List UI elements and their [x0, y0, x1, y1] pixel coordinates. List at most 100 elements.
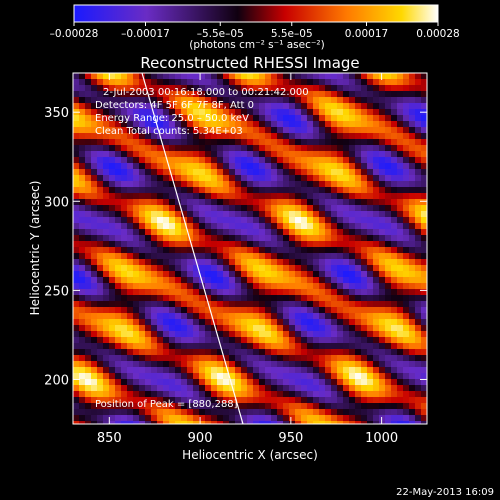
- heatmap-cell: [127, 409, 133, 415]
- heatmap-cell: [319, 367, 325, 373]
- heatmap-cell: [223, 91, 229, 97]
- heatmap-cell: [421, 391, 427, 397]
- heatmap-cell: [331, 169, 337, 175]
- heatmap-cell: [289, 391, 295, 397]
- heatmap-cell: [373, 295, 379, 301]
- heatmap-cell: [367, 379, 373, 385]
- heatmap-cell: [337, 373, 343, 379]
- heatmap-cell: [367, 109, 373, 115]
- heatmap-cell: [145, 343, 151, 349]
- heatmap-cell: [223, 133, 229, 139]
- heatmap-cell: [127, 145, 133, 151]
- heatmap-cell: [283, 109, 289, 115]
- heatmap-cell: [355, 91, 361, 97]
- heatmap-cell: [187, 115, 193, 121]
- heatmap-cell: [145, 403, 151, 409]
- heatmap-cell: [259, 229, 265, 235]
- heatmap-cell: [85, 319, 91, 325]
- heatmap-cell: [391, 79, 397, 85]
- heatmap-cell: [343, 241, 349, 247]
- heatmap-cell: [145, 163, 151, 169]
- heatmap-cell: [403, 247, 409, 253]
- heatmap-cell: [319, 109, 325, 115]
- heatmap-cell: [277, 223, 283, 229]
- heatmap-cell: [235, 145, 241, 151]
- heatmap-cell: [331, 331, 337, 337]
- colorbar-tick-label: 5.5e–05: [271, 28, 313, 40]
- heatmap-cell: [127, 403, 133, 409]
- heatmap-cell: [415, 235, 421, 241]
- heatmap-cell: [211, 361, 217, 367]
- heatmap-cell: [271, 277, 277, 283]
- heatmap-cell: [337, 151, 343, 157]
- heatmap-cell: [295, 193, 301, 199]
- heatmap-cell: [421, 259, 427, 265]
- heatmap-cell: [265, 199, 271, 205]
- heatmap-cell: [295, 355, 301, 361]
- heatmap-cell: [289, 277, 295, 283]
- heatmap-cell: [415, 139, 421, 145]
- heatmap-cell: [205, 319, 211, 325]
- heatmap-cell: [391, 199, 397, 205]
- heatmap-cell: [199, 223, 205, 229]
- heatmap-cell: [127, 415, 133, 421]
- heatmap-cell: [307, 325, 313, 331]
- heatmap-cell: [139, 175, 145, 181]
- heatmap-cell: [163, 325, 169, 331]
- heatmap-cell: [271, 187, 277, 193]
- heatmap-cell: [397, 157, 403, 163]
- heatmap-cell: [403, 379, 409, 385]
- heatmap-cell: [373, 163, 379, 169]
- heatmap-cell: [121, 73, 127, 79]
- heatmap-cell: [415, 391, 421, 397]
- heatmap-cell: [313, 397, 319, 403]
- heatmap-cell: [109, 373, 115, 379]
- heatmap-cell: [343, 391, 349, 397]
- heatmap-cell: [139, 223, 145, 229]
- heatmap-cell: [217, 247, 223, 253]
- heatmap-cell: [361, 295, 367, 301]
- heatmap-cell: [271, 211, 277, 217]
- heatmap-cell: [121, 415, 127, 421]
- heatmap-cell: [391, 259, 397, 265]
- heatmap-cell: [361, 403, 367, 409]
- heatmap-cell: [145, 307, 151, 313]
- heatmap-cell: [109, 325, 115, 331]
- heatmap-cell: [145, 379, 151, 385]
- heatmap-cell: [247, 121, 253, 127]
- chart-title: Reconstructed RHESSI Image: [140, 54, 359, 72]
- heatmap-cell: [217, 385, 223, 391]
- heatmap-cell: [85, 301, 91, 307]
- heatmap-cell: [151, 325, 157, 331]
- heatmap-cell: [361, 91, 367, 97]
- heatmap-cell: [103, 253, 109, 259]
- heatmap-cell: [223, 283, 229, 289]
- heatmap-cell: [175, 247, 181, 253]
- heatmap-cell: [97, 355, 103, 361]
- heatmap-cell: [187, 91, 193, 97]
- heatmap-cell: [115, 325, 121, 331]
- heatmap-cell: [187, 151, 193, 157]
- heatmap-cell: [247, 235, 253, 241]
- heatmap-cell: [349, 259, 355, 265]
- heatmap-cell: [241, 109, 247, 115]
- colorbar-tick-label: 0.00028: [416, 28, 459, 40]
- heatmap-cell: [343, 265, 349, 271]
- heatmap-cell: [241, 85, 247, 91]
- heatmap-cell: [349, 139, 355, 145]
- heatmap-cell: [295, 337, 301, 343]
- heatmap-cell: [229, 397, 235, 403]
- heatmap-cell: [97, 325, 103, 331]
- heatmap-cell: [397, 199, 403, 205]
- heatmap-cell: [181, 169, 187, 175]
- heatmap-cell: [169, 217, 175, 223]
- heatmap-cell: [127, 367, 133, 373]
- heatmap-cell: [217, 259, 223, 265]
- heatmap-cell: [373, 373, 379, 379]
- heatmap-cell: [361, 385, 367, 391]
- heatmap-cell: [163, 103, 169, 109]
- heatmap-cell: [79, 331, 85, 337]
- heatmap-cell: [421, 265, 427, 271]
- heatmap-cell: [379, 289, 385, 295]
- heatmap-cell: [301, 379, 307, 385]
